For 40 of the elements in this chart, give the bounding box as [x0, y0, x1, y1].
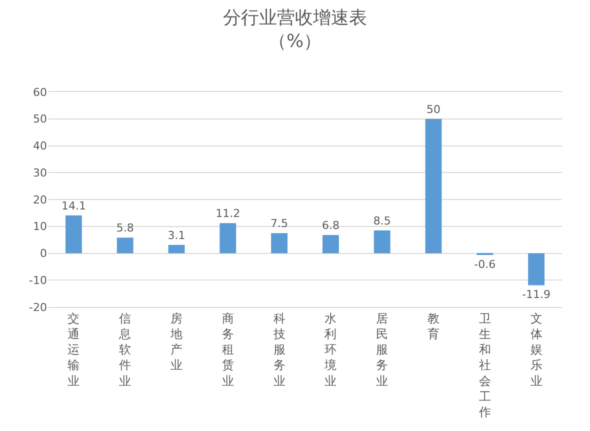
data-label: 6.8 — [322, 218, 340, 232]
bar — [322, 234, 339, 254]
data-label: -0.6 — [474, 258, 496, 271]
x-tick-label: 卫生和社会工作 — [478, 311, 491, 419]
y-tick-label: 60 — [33, 86, 47, 99]
bar — [528, 253, 545, 286]
data-label: 50 — [426, 102, 440, 116]
bar — [65, 215, 82, 254]
x-tick-label: 水利环境业 — [324, 311, 337, 388]
bar — [220, 223, 236, 254]
x-tick-label: 文体娱乐业 — [530, 311, 542, 388]
x-tick-label: 教育 — [428, 311, 440, 341]
chart-title: 分行业营收增速表 — [223, 8, 367, 29]
chart-subtitle: （%） — [268, 31, 322, 52]
data-label: 7.5 — [270, 217, 288, 230]
data-label: 11.2 — [216, 207, 240, 220]
bar — [116, 238, 134, 254]
y-tick-label: 10 — [33, 220, 47, 234]
y-tick-label: 50 — [33, 112, 47, 126]
x-tick-label: 商务租赁业 — [222, 311, 234, 388]
x-tick-label: 科技服务业 — [272, 311, 286, 388]
data-label: 3.1 — [168, 228, 186, 242]
y-tick-label: 0 — [40, 247, 47, 260]
y-tick-label: 40 — [33, 140, 47, 153]
data-label: 5.8 — [116, 222, 134, 235]
y-tick-label: -10 — [29, 274, 47, 287]
x-tick-label: 居民服务业 — [376, 311, 388, 388]
data-label: 14.1 — [61, 199, 86, 212]
y-tick-label: 30 — [33, 166, 47, 180]
bar — [374, 230, 390, 254]
data-label: -11.9 — [522, 288, 551, 302]
bar — [425, 118, 442, 254]
data-label: 8.5 — [373, 214, 391, 228]
bar — [271, 233, 288, 254]
x-tick-label: 信息软件业 — [118, 311, 132, 388]
y-tick-label: 20 — [33, 193, 47, 206]
y-tick-label: -20 — [29, 300, 47, 314]
x-tick-label: 交通运输业 — [68, 311, 80, 388]
x-tick-label: 房地产业 — [170, 311, 182, 372]
bar — [168, 244, 185, 254]
